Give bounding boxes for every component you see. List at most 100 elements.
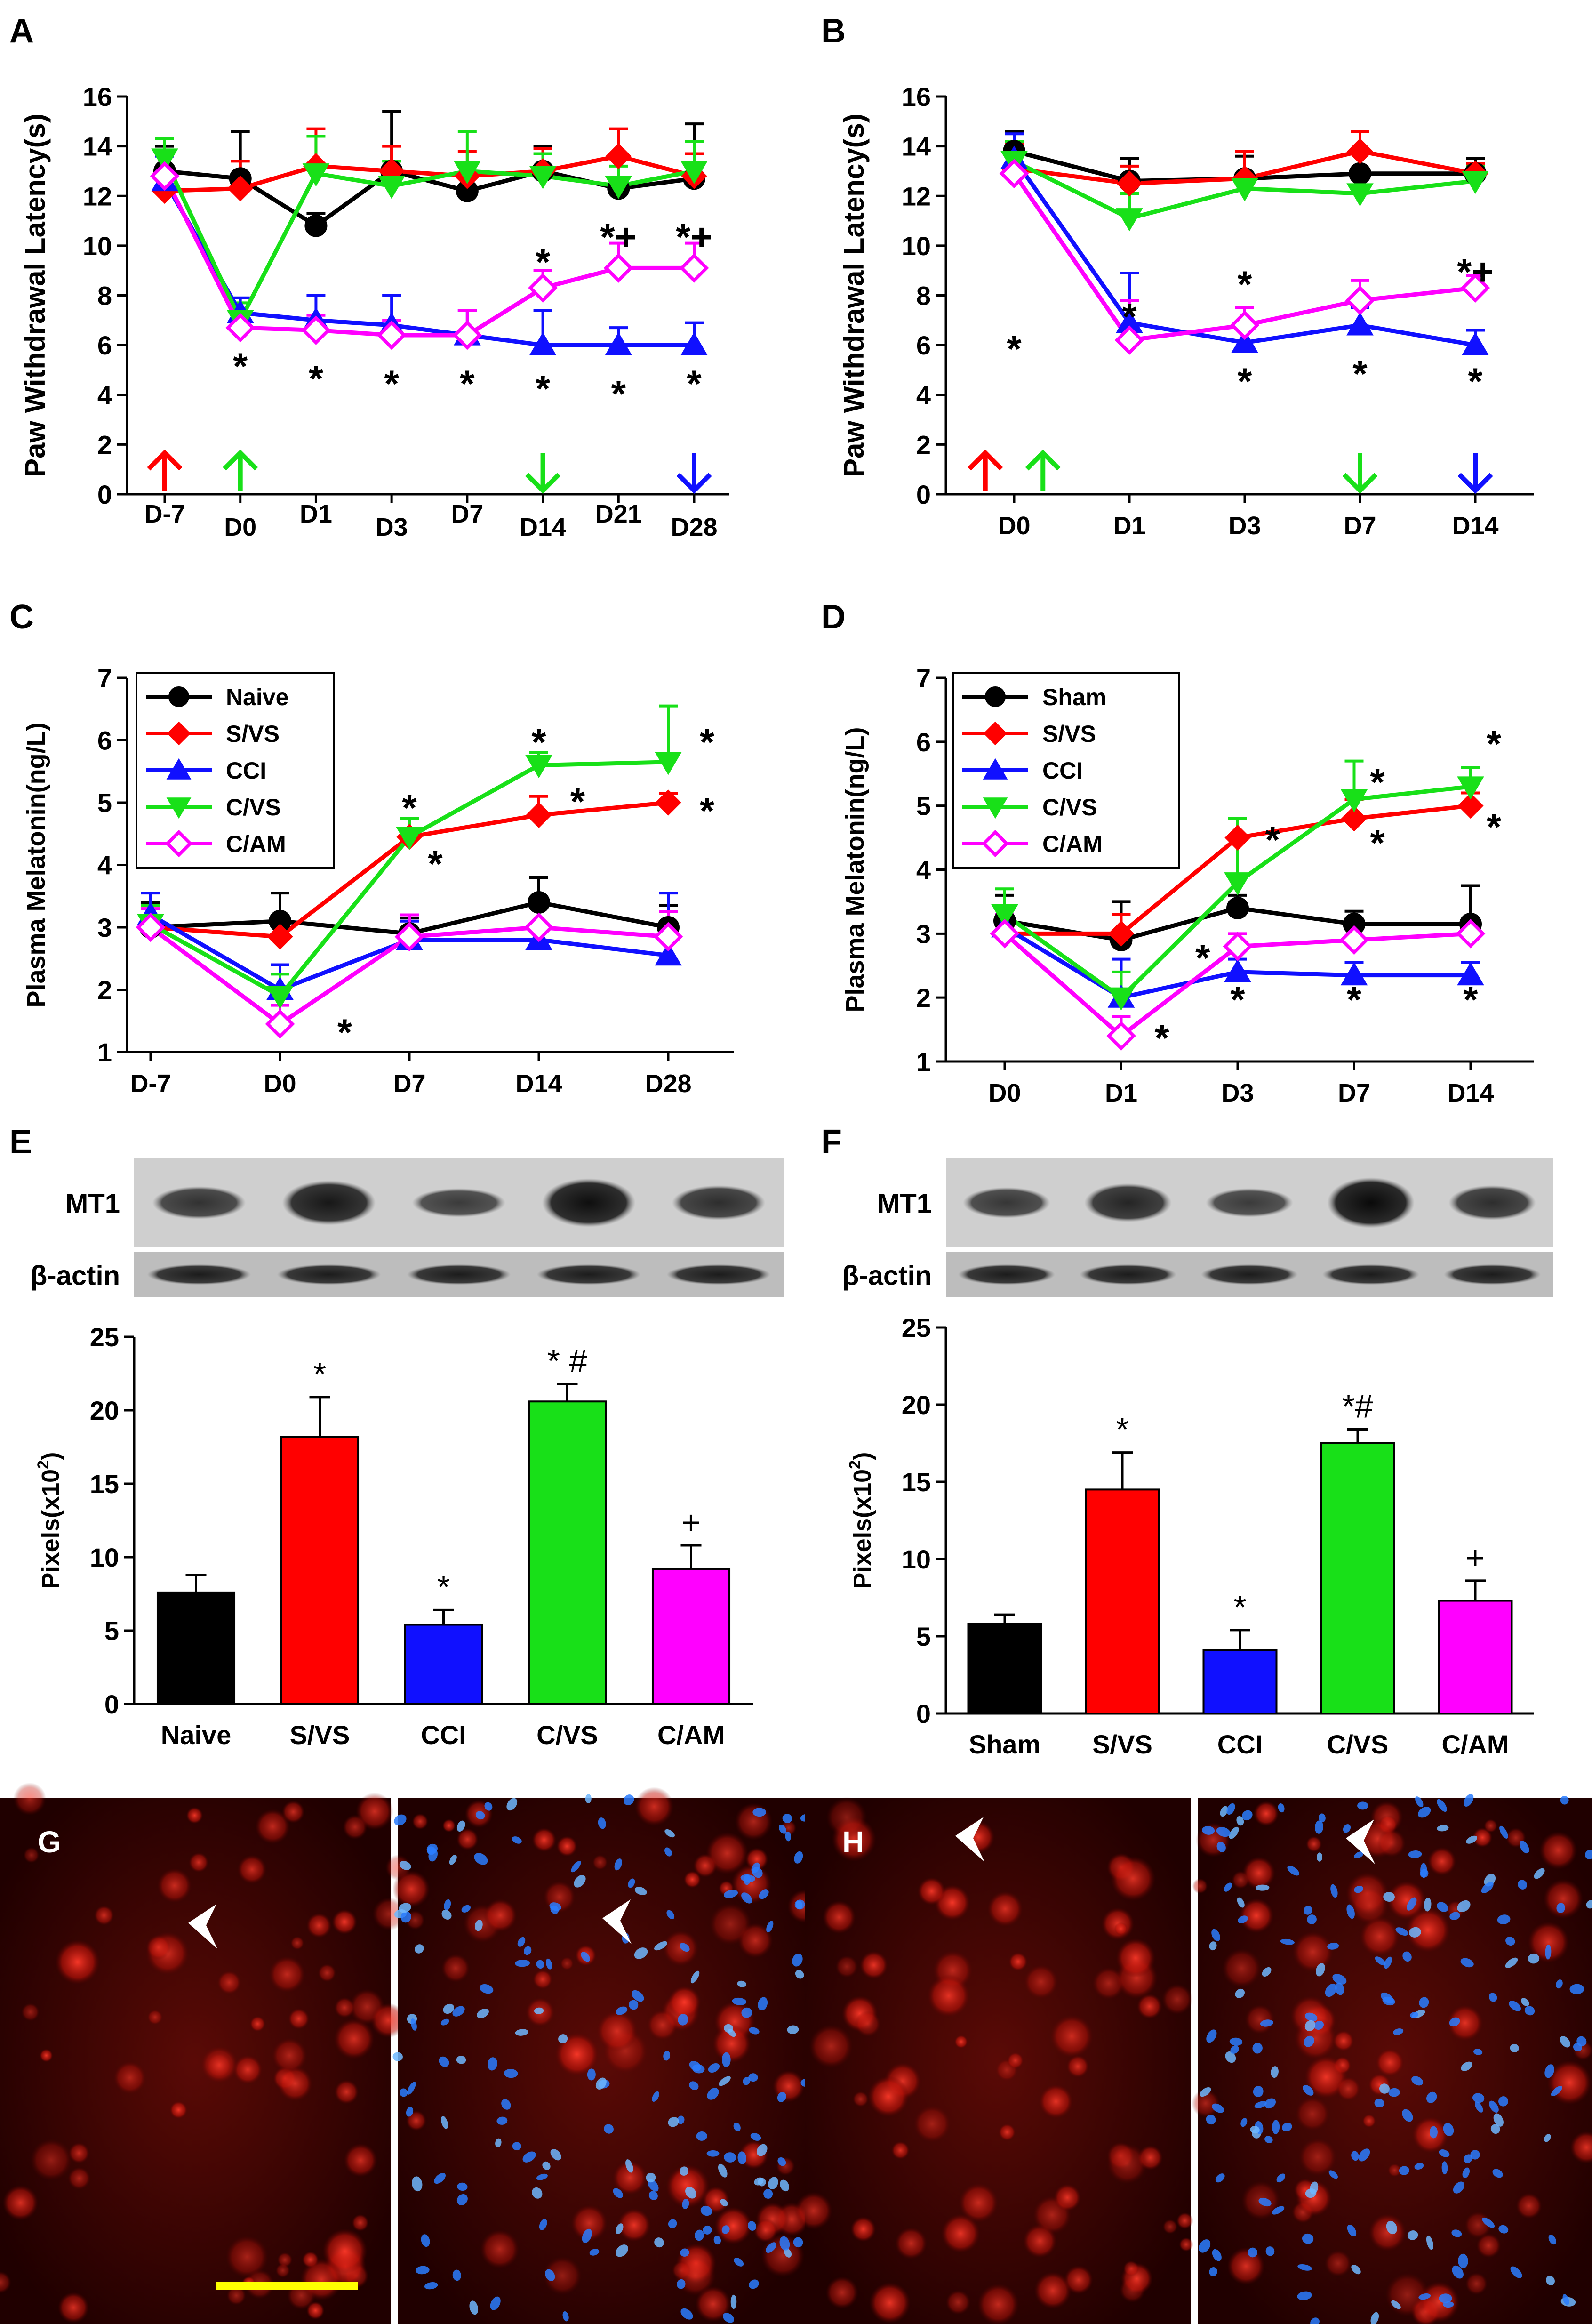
nucleus — [624, 1794, 634, 1806]
cell — [1298, 2138, 1337, 2176]
panel-label-c: C — [9, 598, 34, 636]
cell — [480, 2229, 520, 2269]
legend-entry: S/VS — [1042, 721, 1096, 747]
data-point — [981, 829, 1009, 858]
y-tick-label: 1 — [97, 1037, 112, 1067]
nucleus — [634, 1887, 647, 1896]
bar-significance-label: *# — [1342, 1388, 1373, 1424]
nucleus — [1402, 1951, 1412, 1962]
cell — [147, 2010, 163, 2025]
nucleus — [412, 2176, 423, 2192]
data-point — [1230, 310, 1260, 340]
cell — [675, 2255, 716, 2296]
significance-mark: * — [1195, 937, 1210, 979]
nucleus — [1562, 2294, 1569, 2305]
arrowhead-icon — [602, 1899, 632, 1944]
blot-label-actin: β-actin — [31, 1261, 120, 1291]
significance-mark: * — [337, 1011, 352, 1053]
significance-mark: *+ — [676, 216, 712, 258]
y-axis-label: Pixels(x102) — [34, 1452, 64, 1589]
y-tick-label: 0 — [916, 480, 931, 509]
y-tick-label: 6 — [97, 330, 112, 360]
nucleus — [495, 2138, 502, 2147]
nucleus — [399, 2088, 408, 2097]
nucleus — [696, 2131, 707, 2141]
cell — [1007, 2052, 1024, 2069]
actin-band — [147, 1264, 251, 1285]
nucleus — [1426, 2091, 1437, 2103]
western-blot-f: MT1 β-actin — [842, 1158, 1553, 1297]
nucleus — [1255, 1884, 1270, 1891]
nucleus — [1545, 1944, 1552, 1960]
cell — [21, 2003, 40, 2021]
nucleus — [1211, 1929, 1220, 1941]
nucleus — [504, 2069, 518, 2078]
nucleus — [749, 2027, 760, 2035]
legend-entry: Naive — [226, 684, 288, 710]
y-tick-label: 0 — [97, 480, 112, 509]
nucleus — [1437, 1799, 1447, 1812]
cell — [555, 2032, 599, 2076]
nucleus — [562, 2311, 569, 2322]
nucleus — [1482, 2217, 1495, 2228]
nucleus — [1297, 2291, 1312, 2300]
nucleus — [707, 2088, 719, 2100]
nucleus — [441, 1910, 452, 1920]
nucleus — [689, 2061, 701, 2071]
x-tick-label: D21 — [595, 500, 642, 528]
nucleus — [652, 2091, 659, 2102]
nucleus — [780, 2179, 790, 2192]
cell — [1528, 1921, 1569, 1963]
cell — [1162, 2219, 1178, 2234]
significance-mark: * — [536, 241, 551, 283]
nucleus — [1327, 1942, 1339, 1950]
nucleus — [1307, 1914, 1317, 1924]
legend-entry: S/VS — [226, 721, 280, 747]
nucleus — [452, 2269, 461, 2281]
cell — [282, 1800, 305, 1824]
nucleus — [406, 2107, 414, 2117]
nucleus — [1426, 2235, 1433, 2250]
y-axis-label-main: Pixels(x10 — [849, 1469, 876, 1589]
cell — [1427, 1847, 1456, 1876]
cell — [1516, 2193, 1542, 2219]
bar-sham — [967, 1623, 1042, 1715]
cell — [1116, 1938, 1156, 1978]
nucleus — [793, 2237, 803, 2248]
nucleus — [1414, 2163, 1424, 2170]
data-point — [1340, 789, 1368, 812]
nucleus — [749, 2279, 759, 2289]
cell — [372, 1897, 406, 1931]
nucleus — [1449, 2017, 1460, 2027]
cell — [371, 2003, 406, 2038]
significance-mark: * — [428, 843, 443, 885]
nucleus — [456, 2194, 468, 2205]
nucleus — [663, 2051, 671, 2061]
chart-panel-d: 1 2 3 4 5 6 7 D0 D1 D3 D7 D14 Plasma Melatonin(ng/L)… — [841, 663, 1534, 1107]
y-tick-label: 16 — [902, 82, 931, 112]
cell — [255, 1809, 290, 1844]
cell — [1336, 2076, 1360, 2101]
cell — [1123, 2260, 1139, 2277]
nucleus — [782, 1814, 792, 1824]
cell — [484, 1899, 517, 1932]
micrograph-mt1: G — [0, 1782, 406, 2324]
chart-panel-b: 0 2 4 6 8 10 12 14 16 D0 D1 D3 D7 D14 Paw Withdrawal L… — [838, 82, 1534, 540]
cell — [753, 2218, 778, 2243]
nucleus — [1216, 1827, 1231, 1837]
nucleus — [777, 2091, 786, 2102]
significance-mark: * — [1007, 328, 1022, 370]
bar-significance-label: + — [681, 1504, 701, 1541]
nucleus — [1258, 2197, 1272, 2207]
nucleus — [1586, 1900, 1592, 1909]
cell — [269, 1956, 305, 1993]
nucleus — [589, 2249, 600, 2256]
nucleus — [512, 2142, 521, 2151]
arrow-head — [147, 449, 183, 471]
cell — [1539, 1831, 1577, 1870]
data-point — [605, 143, 632, 169]
nucleus — [1497, 1914, 1511, 1925]
y-tick-label: 14 — [83, 132, 112, 161]
x-tick-label: S/VS — [290, 1720, 350, 1750]
